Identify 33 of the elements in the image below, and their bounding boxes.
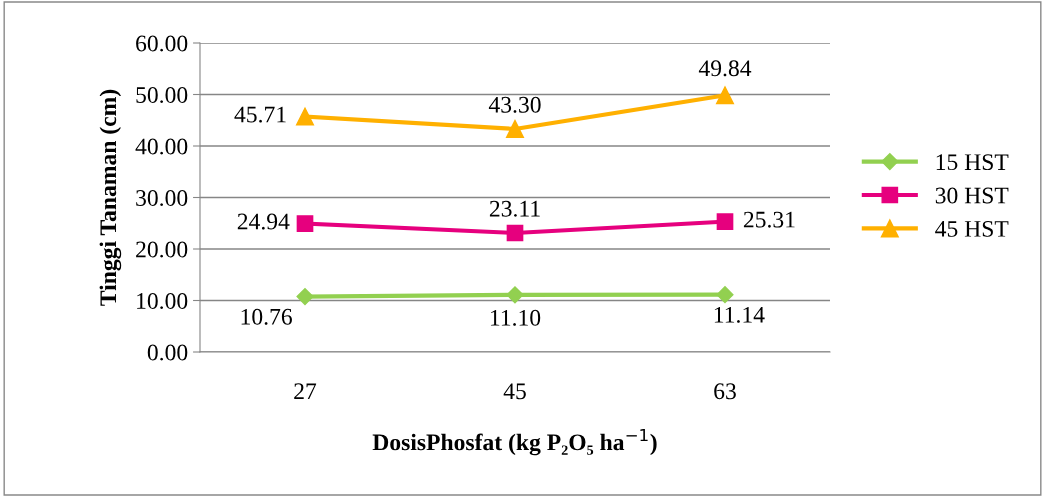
data-label: 11.10 — [490, 309, 541, 326]
x-tick-label: 45 — [503, 383, 526, 400]
y-tick-label: 20.00 — [136, 241, 188, 258]
y-tick-label: 40.00 — [135, 138, 188, 155]
data-label: 45.71 — [234, 106, 286, 123]
data-label: 11.14 — [714, 306, 765, 323]
point — [296, 288, 314, 306]
x-tick-label: 27 — [294, 383, 317, 399]
point — [716, 213, 734, 230]
data-label: 25.31 — [743, 211, 795, 228]
legend-label: 30 HST — [935, 187, 1009, 204]
data-label: 43.30 — [488, 96, 541, 113]
data-label: 24.94 — [237, 213, 290, 230]
y-tick-label: 30.00 — [136, 189, 188, 207]
legend-label: 45 HST — [935, 220, 1009, 237]
data-label: 10.76 — [241, 308, 292, 325]
point — [506, 224, 524, 242]
point — [715, 86, 735, 105]
point — [505, 119, 525, 139]
point — [295, 107, 315, 126]
y-tick-label: 60.00 — [136, 35, 188, 52]
data-label: 49.84 — [698, 60, 752, 77]
y-tick-label: 50.00 — [136, 86, 188, 104]
point — [506, 286, 524, 304]
data-label: 23.11 — [489, 200, 540, 217]
y-tick-label: 0.00 — [147, 344, 188, 361]
x-axis-title: DosisPhosfat (kg P₂O₅ ha$^{−1}$) — [372, 428, 657, 456]
x-tick-label: 63 — [714, 383, 736, 400]
y-tick-label: 10.00 — [137, 292, 188, 310]
point — [296, 215, 314, 232]
point — [716, 286, 734, 304]
legend-label: 15 HST — [936, 154, 1009, 171]
y-axis-title: Tinggi Tanaman (cm) — [99, 89, 122, 306]
